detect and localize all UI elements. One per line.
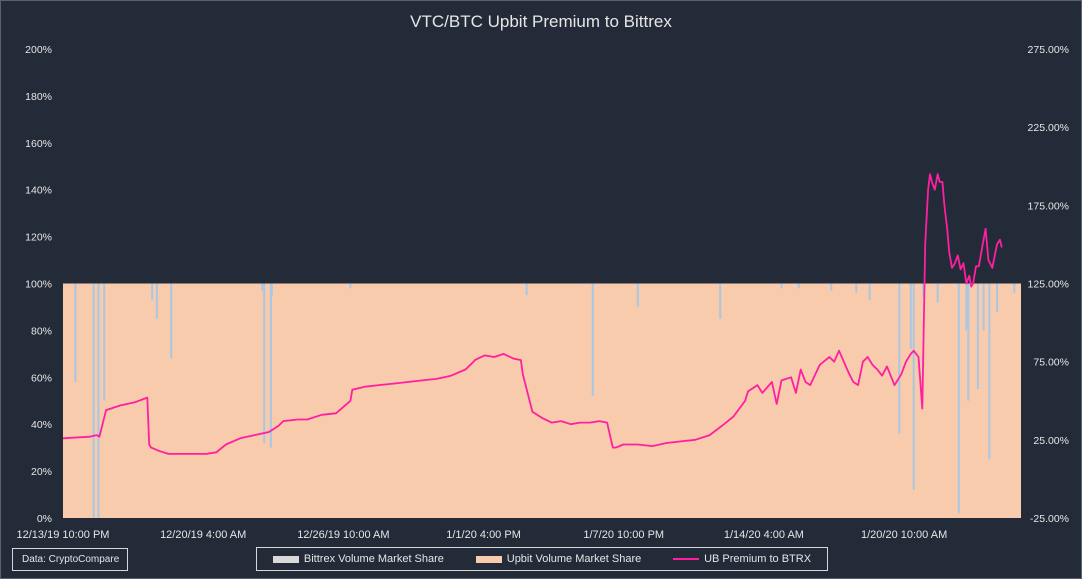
left-tick-label: 160% bbox=[25, 138, 52, 150]
source-label: Data: CryptoCompare bbox=[12, 548, 129, 571]
right-tick-label: 125.00% bbox=[1028, 279, 1069, 291]
right-tick-label: 25.00% bbox=[1033, 435, 1069, 447]
x-axis: 12/13/19 10:00 PM 12/20/19 4:00 AM 12/26/1… bbox=[17, 529, 948, 541]
right-tick-label: 275.00% bbox=[1028, 44, 1069, 56]
left-tick-label: 200% bbox=[25, 44, 52, 56]
right-axis: -25.00% 25.00% 75.00% 125.00% 175.00% 225.00%… bbox=[1028, 44, 1069, 525]
legend-label-premium: UB Premium to BTRX bbox=[704, 553, 812, 565]
x-tick-label: 12/26/19 10:00 AM bbox=[297, 529, 389, 541]
x-tick-label: 12/20/19 4:00 AM bbox=[160, 529, 246, 541]
left-tick-label: 100% bbox=[25, 279, 52, 291]
legend-item-premium: UB Premium to BTRX bbox=[673, 553, 811, 565]
x-tick-label: 1/20/20 10:00 AM bbox=[861, 529, 947, 541]
left-tick-label: 60% bbox=[31, 372, 52, 384]
left-tick-label: 120% bbox=[25, 232, 52, 244]
right-tick-label: -25.00% bbox=[1030, 513, 1069, 525]
left-tick-label: 0% bbox=[37, 513, 52, 525]
legend-swatch-premium bbox=[673, 558, 700, 560]
legend-item-bittrex: Bittrex Volume Market Share bbox=[272, 553, 444, 565]
x-tick-label: 1/14/20 4:00 AM bbox=[724, 529, 804, 541]
left-tick-label: 140% bbox=[25, 185, 52, 197]
legend-swatch-bittrex bbox=[272, 555, 299, 563]
left-tick-label: 40% bbox=[31, 419, 52, 431]
x-tick-label: 1/7/20 10:00 PM bbox=[583, 529, 664, 541]
x-tick-label: 1/1/20 4:00 PM bbox=[446, 529, 521, 541]
legend: Bittrex Volume Market Share Upbit Volume… bbox=[256, 547, 828, 571]
left-tick-label: 80% bbox=[31, 325, 52, 337]
right-tick-label: 175.00% bbox=[1028, 200, 1069, 212]
legend-item-upbit: Upbit Volume Market Share bbox=[475, 553, 642, 565]
plot-area bbox=[62, 173, 1021, 518]
right-tick-label: 225.00% bbox=[1028, 122, 1069, 134]
chart-title: VTC/BTC Upbit Premium to Bittrex bbox=[410, 12, 672, 31]
legend-label-bittrex: Bittrex Volume Market Share bbox=[303, 553, 444, 565]
premium-line bbox=[62, 173, 1003, 455]
legend-label-upbit: Upbit Volume Market Share bbox=[506, 553, 642, 565]
left-tick-label: 20% bbox=[31, 466, 52, 478]
legend-swatch-upbit bbox=[475, 555, 502, 563]
x-tick-label: 12/13/19 10:00 PM bbox=[17, 529, 110, 541]
right-tick-label: 75.00% bbox=[1033, 357, 1069, 369]
left-tick-label: 180% bbox=[25, 91, 52, 103]
left-axis: 0% 20% 40% 60% 80% 100% 120% 140% 160% 180% 200% bbox=[25, 44, 52, 525]
upbit-share-area bbox=[63, 283, 1021, 518]
